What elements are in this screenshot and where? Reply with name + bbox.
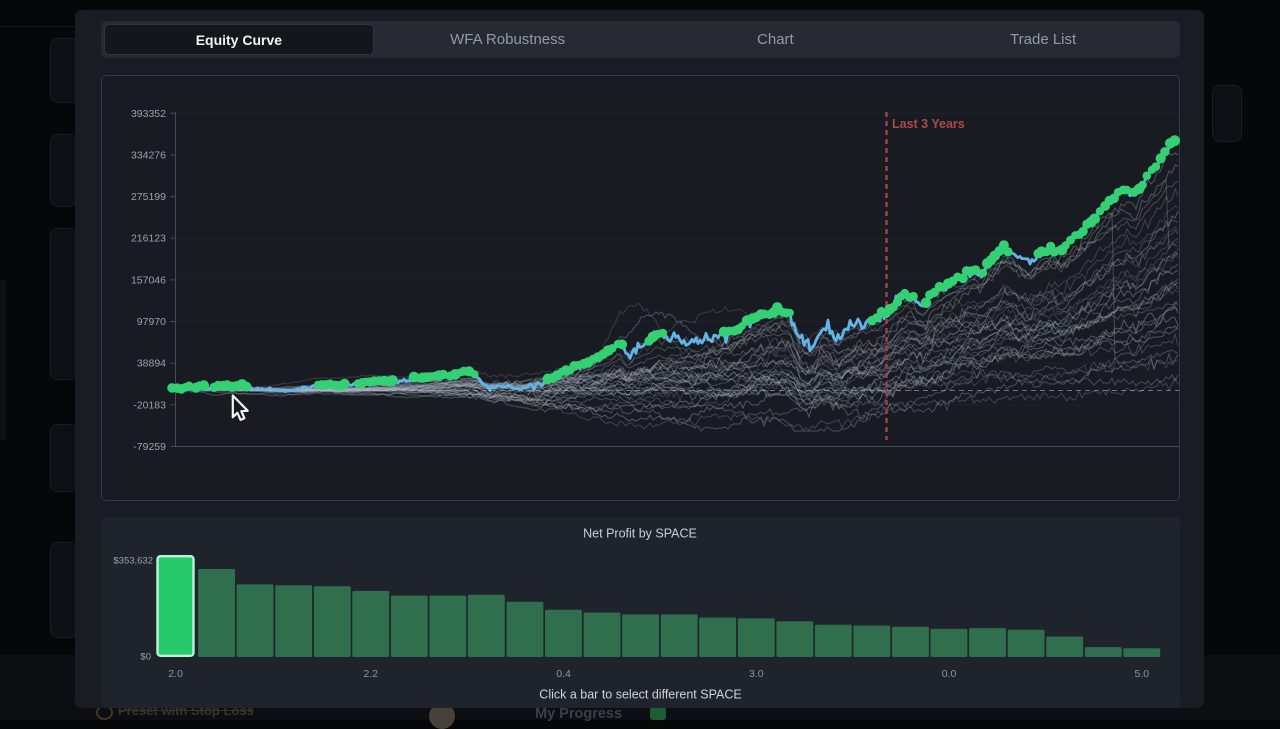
- svg-text:275199: 275199: [131, 191, 166, 203]
- svg-text:0.0: 0.0: [942, 668, 957, 680]
- svg-text:393352: 393352: [131, 108, 166, 120]
- svg-text:Click a bar to select differen: Click a bar to select different SPACE: [539, 688, 741, 702]
- svg-text:$353,632: $353,632: [113, 556, 153, 567]
- svg-text:0.4: 0.4: [556, 668, 571, 680]
- svg-text:2.0: 2.0: [168, 668, 183, 680]
- svg-text:97970: 97970: [137, 316, 166, 328]
- svg-text:-20183: -20183: [133, 399, 166, 411]
- svg-text:2.2: 2.2: [363, 668, 378, 680]
- svg-text:5.0: 5.0: [1134, 668, 1149, 680]
- svg-text:334276: 334276: [131, 149, 166, 161]
- svg-text:38894: 38894: [137, 358, 166, 370]
- svg-text:Last 3 Years: Last 3 Years: [892, 117, 965, 131]
- svg-text:-79259: -79259: [133, 441, 166, 453]
- svg-text:157046: 157046: [131, 274, 166, 286]
- svg-text:$0: $0: [140, 652, 151, 663]
- svg-text:3.0: 3.0: [749, 668, 764, 680]
- svg-text:Net Profit by SPACE: Net Profit by SPACE: [583, 527, 697, 541]
- svg-text:216123: 216123: [131, 233, 166, 245]
